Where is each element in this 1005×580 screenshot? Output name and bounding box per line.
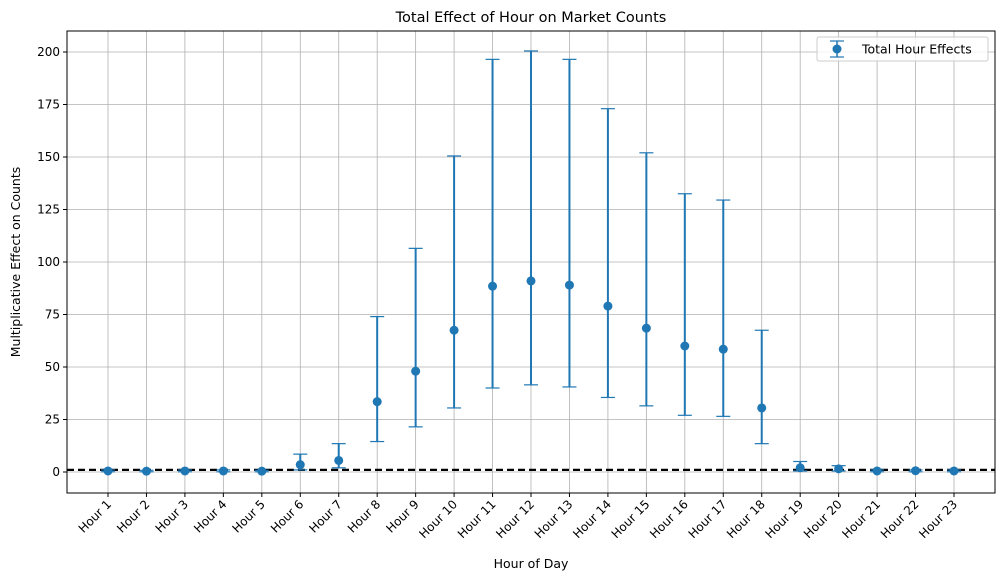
- error-bar: [524, 50, 538, 386]
- y-axis-title: Multiplicative Effect on Counts: [8, 167, 23, 358]
- data-point: [218, 466, 228, 476]
- error-bar: [600, 108, 615, 399]
- data-point: [603, 301, 613, 311]
- error-bars: [101, 50, 961, 473]
- y-tick-label: 125: [37, 203, 60, 217]
- y-tick-label: 200: [37, 45, 60, 59]
- chart-title: Total Effect of Hour on Market Counts: [395, 10, 667, 26]
- data-point: [795, 463, 805, 473]
- data-point: [564, 280, 574, 290]
- y-tick-label: 75: [45, 308, 60, 322]
- plot-frame: [66, 30, 996, 494]
- data-point: [872, 466, 882, 476]
- error-bar: [677, 193, 692, 416]
- legend-box: [816, 36, 989, 62]
- data-point: [141, 466, 151, 476]
- error-bar: [754, 329, 769, 445]
- data-point: [718, 344, 728, 354]
- data-point: [372, 397, 382, 407]
- data-point: [949, 466, 959, 476]
- y-tick-label: 25: [45, 413, 60, 427]
- data-point: [911, 466, 921, 476]
- data-point: [180, 466, 190, 476]
- data-point: [411, 366, 421, 376]
- data-point: [449, 325, 459, 335]
- error-bar: [485, 58, 500, 389]
- error-bar: [447, 155, 462, 409]
- data-point: [834, 464, 844, 474]
- legend-marker: [830, 40, 844, 58]
- legend-marker-point: [832, 44, 842, 54]
- legend-label: Total Hour Effects: [861, 42, 972, 57]
- error-bar: [639, 152, 654, 407]
- error-bar: [716, 199, 731, 417]
- x-axis-title: Hour of Day: [494, 556, 569, 571]
- data-points: [103, 276, 959, 476]
- data-point: [334, 455, 344, 465]
- y-tick-label: 175: [37, 98, 60, 112]
- data-point: [103, 466, 113, 476]
- data-point: [680, 341, 690, 351]
- y-axis-ticks: 0 25 50 75 100 125 150 175 200: [37, 45, 67, 479]
- y-tick-label: 50: [45, 360, 60, 374]
- error-bar: [370, 316, 385, 443]
- data-point: [295, 460, 305, 470]
- error-bar: [562, 58, 577, 388]
- y-tick-label: 150: [37, 150, 60, 164]
- data-point: [488, 281, 498, 291]
- data-point: [257, 466, 267, 476]
- legend: Total Hour Effects: [816, 36, 989, 62]
- data-point: [641, 323, 651, 333]
- data-point: [757, 403, 767, 413]
- data-point: [526, 276, 536, 286]
- error-bar: [408, 247, 423, 428]
- y-tick-label: 0: [52, 465, 60, 479]
- y-tick-label: 100: [37, 255, 60, 269]
